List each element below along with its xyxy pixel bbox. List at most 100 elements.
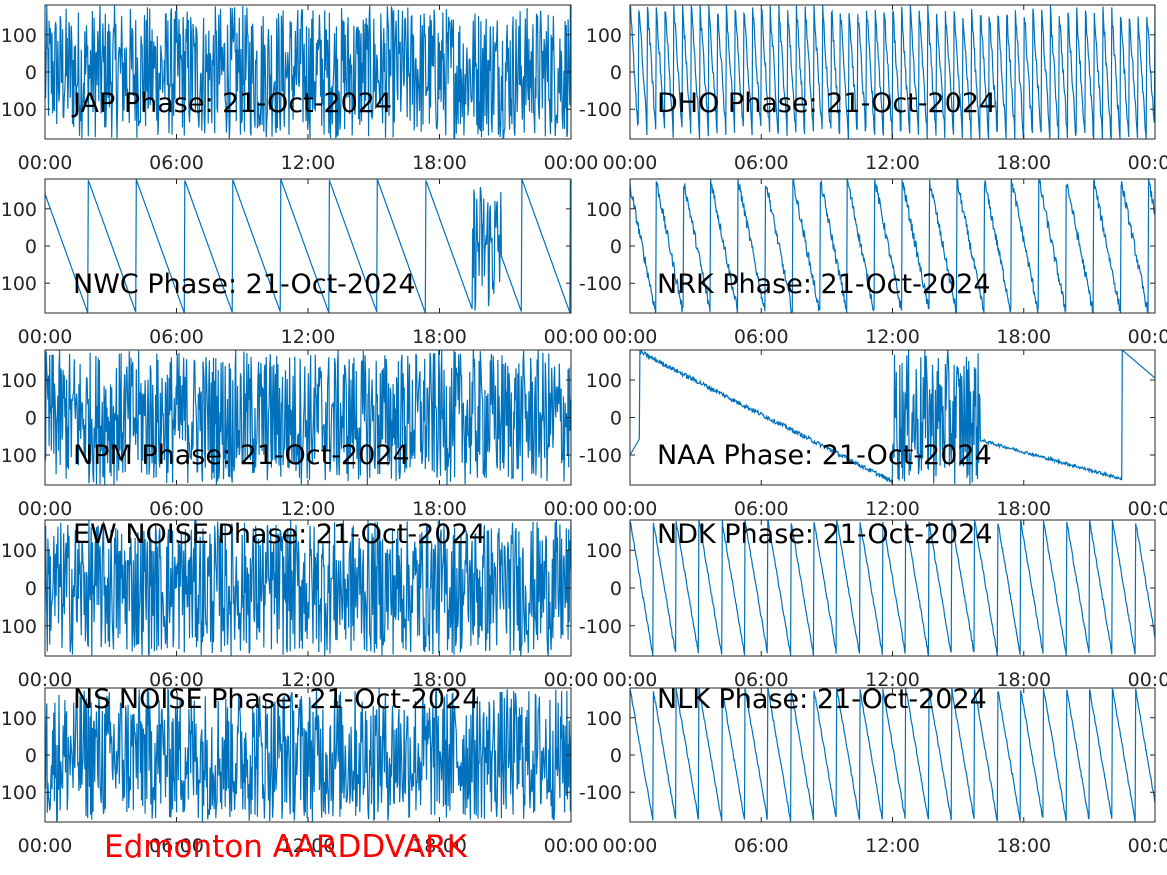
x-tick-label: 06:00 bbox=[734, 152, 789, 174]
x-tick-label: 12:00 bbox=[281, 326, 336, 348]
x-tick-label: 18:00 bbox=[996, 152, 1051, 174]
y-tick-label: 100 bbox=[1, 708, 37, 730]
panel-title: NS NOISE Phase: 21-Oct-2024 bbox=[73, 684, 479, 715]
x-tick-label: 00:00 bbox=[18, 835, 73, 857]
y-tick-label: 0 bbox=[25, 578, 37, 600]
panel-title: NDK Phase: 21-Oct-2024 bbox=[657, 519, 993, 550]
y-tick-label: 100 bbox=[586, 25, 622, 47]
x-tick-label: 18:00 bbox=[412, 669, 467, 691]
x-tick-label: 18:00 bbox=[996, 669, 1051, 691]
phase-panel: 100 0 -100 00:00 06:00 12:00 18:00 00:00 NLK Pha… bbox=[579, 684, 1167, 857]
phase-panel: 100 0 -100 00:00 06:00 12:00 18:00 00:00 NS NOIS… bbox=[0, 684, 598, 857]
x-tick-label: 12:00 bbox=[865, 669, 920, 691]
y-tick-label: 0 bbox=[25, 408, 37, 430]
y-tick-label: -100 bbox=[579, 782, 622, 804]
y-tick-label: -100 bbox=[579, 273, 622, 295]
x-tick-label: 12:00 bbox=[281, 152, 336, 174]
x-tick-label: 06:00 bbox=[149, 669, 204, 691]
y-tick-label: -100 bbox=[0, 273, 37, 295]
x-tick-label: 00:00 bbox=[18, 326, 73, 348]
x-tick-label: 18:00 bbox=[412, 152, 467, 174]
y-tick-label: 100 bbox=[586, 199, 622, 221]
x-tick-label: 06:00 bbox=[149, 326, 204, 348]
panel-title: DHO Phase: 21-Oct-2024 bbox=[657, 88, 996, 119]
phase-panel: 100 0 -100 00:00 06:00 12:00 18:00 00:00 NRK Pha… bbox=[579, 178, 1167, 348]
x-tick-label: 18:00 bbox=[412, 835, 467, 857]
y-tick-label: 0 bbox=[25, 236, 37, 258]
panel-title: NLK Phase: 21-Oct-2024 bbox=[657, 684, 987, 715]
x-tick-label: 00:00 bbox=[603, 835, 658, 857]
x-tick-label: 00:00 bbox=[603, 498, 658, 520]
y-tick-label: 0 bbox=[610, 236, 622, 258]
phase-panel: 100 0 -100 00:00 06:00 12:00 18:00 00:00 NPM Pha… bbox=[0, 349, 599, 520]
x-tick-label: 06:00 bbox=[149, 835, 204, 857]
y-tick-label: -100 bbox=[0, 782, 37, 804]
x-tick-label: 12:00 bbox=[865, 498, 920, 520]
x-tick-label: 12:00 bbox=[281, 498, 336, 520]
x-tick-label: 00:00 bbox=[544, 326, 599, 348]
y-tick-label: 0 bbox=[610, 408, 622, 430]
phase-series-line bbox=[45, 5, 571, 139]
x-tick-label: 00:00 bbox=[1128, 152, 1167, 174]
y-tick-label: 100 bbox=[1, 540, 37, 562]
panel-title: JAP Phase: 21-Oct-2024 bbox=[71, 88, 392, 119]
x-tick-label: 06:00 bbox=[734, 498, 789, 520]
x-tick-label: 18:00 bbox=[996, 326, 1051, 348]
phase-panel: 100 0 -100 00:00 06:00 12:00 18:00 00:00 NAA Pha… bbox=[579, 349, 1167, 520]
x-tick-label: 18:00 bbox=[412, 326, 467, 348]
x-tick-label: 00:00 bbox=[1128, 669, 1167, 691]
x-tick-label: 00:00 bbox=[603, 152, 658, 174]
phase-panel: 100 0 -100 00:00 06:00 12:00 18:00 00:00 EW NOIS… bbox=[0, 519, 598, 691]
x-tick-label: 00:00 bbox=[1128, 835, 1167, 857]
x-tick-label: 12:00 bbox=[865, 835, 920, 857]
y-tick-label: -100 bbox=[579, 99, 622, 121]
phase-series-line bbox=[45, 179, 571, 313]
x-tick-label: 00:00 bbox=[544, 498, 599, 520]
panel-title: EW NOISE Phase: 21-Oct-2024 bbox=[73, 519, 486, 550]
phase-series-line bbox=[630, 520, 1155, 656]
x-tick-label: 12:00 bbox=[281, 835, 336, 857]
station-title: Edmonton AARDDVARK bbox=[104, 829, 468, 865]
x-tick-label: 12:00 bbox=[281, 669, 336, 691]
y-tick-label: 100 bbox=[1, 199, 37, 221]
y-tick-label: -100 bbox=[579, 445, 622, 467]
x-tick-label: 00:00 bbox=[603, 669, 658, 691]
x-tick-label: 06:00 bbox=[149, 152, 204, 174]
x-tick-label: 00:00 bbox=[1128, 326, 1167, 348]
phase-series-line bbox=[45, 350, 571, 485]
phase-panel: 100 0 -100 00:00 06:00 12:00 18:00 00:00 DHO Pha… bbox=[579, 4, 1167, 174]
x-tick-label: 00:00 bbox=[18, 669, 73, 691]
y-tick-label: 100 bbox=[1, 25, 37, 47]
phase-series-line bbox=[630, 350, 1155, 485]
x-tick-label: 12:00 bbox=[865, 152, 920, 174]
y-tick-label: 0 bbox=[610, 62, 622, 84]
x-tick-label: 06:00 bbox=[734, 326, 789, 348]
panel-title: NAA Phase: 21-Oct-2024 bbox=[657, 440, 992, 471]
y-tick-label: 0 bbox=[25, 62, 37, 84]
phase-series-line bbox=[630, 179, 1155, 313]
panel-title: NPM Phase: 21-Oct-2024 bbox=[73, 440, 410, 471]
x-tick-label: 06:00 bbox=[149, 498, 204, 520]
y-tick-label: 0 bbox=[610, 745, 622, 767]
phase-panel: 100 0 -100 00:00 06:00 12:00 18:00 00:00 NDK Pha… bbox=[579, 519, 1167, 691]
x-tick-label: 18:00 bbox=[996, 835, 1051, 857]
x-tick-label: 12:00 bbox=[865, 326, 920, 348]
y-tick-label: 100 bbox=[586, 370, 622, 392]
phase-series-line bbox=[45, 520, 571, 656]
x-tick-label: 18:00 bbox=[996, 498, 1051, 520]
x-tick-label: 00:00 bbox=[18, 498, 73, 520]
x-tick-label: 18:00 bbox=[412, 498, 467, 520]
y-tick-label: -100 bbox=[0, 616, 37, 638]
phase-series-line bbox=[45, 688, 571, 822]
x-tick-label: 00:00 bbox=[18, 152, 73, 174]
y-tick-label: 100 bbox=[586, 540, 622, 562]
panel-title: NRK Phase: 21-Oct-2024 bbox=[657, 269, 991, 300]
y-tick-label: -100 bbox=[579, 616, 622, 638]
y-tick-label: 0 bbox=[25, 745, 37, 767]
phase-panel: 100 0 -100 00:00 06:00 12:00 18:00 00:00 NWC Pha… bbox=[0, 178, 599, 348]
x-tick-label: 06:00 bbox=[734, 835, 789, 857]
y-tick-label: -100 bbox=[0, 445, 37, 467]
x-tick-label: 00:00 bbox=[544, 152, 599, 174]
x-tick-label: 00:00 bbox=[603, 326, 658, 348]
